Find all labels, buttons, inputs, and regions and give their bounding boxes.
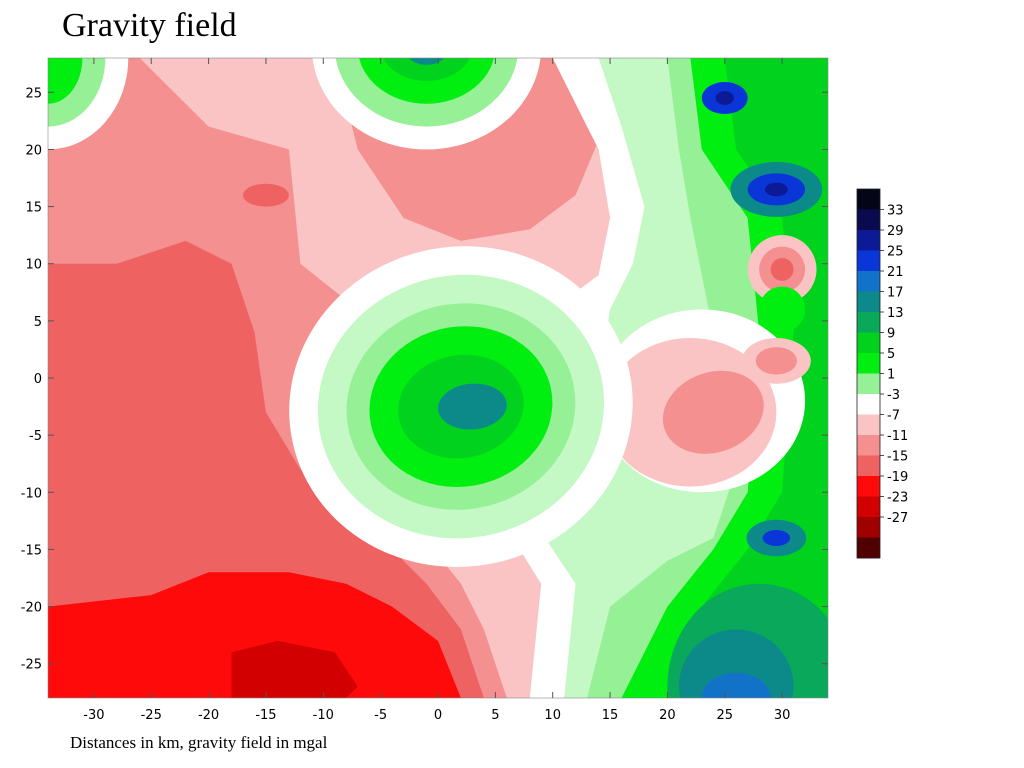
colorbar-swatch <box>857 394 880 415</box>
y-tick-label: 25 <box>25 86 42 101</box>
colorbar-swatch <box>857 353 880 374</box>
y-tick-label: -25 <box>21 658 42 673</box>
colorbar-label: 17 <box>887 286 904 301</box>
colorbar-label: 21 <box>887 265 904 280</box>
colorbar-swatch <box>857 230 880 251</box>
y-tick-label: -20 <box>21 601 42 616</box>
colorbar-swatch <box>857 414 880 436</box>
contour-band-minus15 <box>48 572 461 698</box>
contour-band-minus11 <box>48 240 484 698</box>
colorbar-label: -27 <box>887 511 908 526</box>
se-anomaly-plus25 <box>701 672 771 698</box>
colorbar-label: 13 <box>887 306 904 321</box>
colorbar-label: 33 <box>887 204 904 219</box>
colorbar: 33 29 25 21 17 13 9 5 1 -3 -7 -11 -15 -19 -23 -27 <box>856 188 908 559</box>
colorbar-label: 25 <box>887 245 904 260</box>
y-tick-label: 20 <box>25 143 42 158</box>
y-axis: 25 20 15 10 5 0 -5 -10 -15 -20 -25 <box>21 86 828 673</box>
x-tick-label: -25 <box>141 708 162 723</box>
se-anomaly-14-core <box>762 530 791 546</box>
colorbar-label: -19 <box>887 470 908 485</box>
colorbar-label: 5 <box>887 347 895 362</box>
x-tick-label: -30 <box>83 708 104 723</box>
x-tick-label: 10 <box>544 708 561 723</box>
east-anomaly-16-peak <box>764 182 788 197</box>
colorbar-label: 1 <box>887 368 895 383</box>
colorbar-swatch <box>857 435 880 456</box>
east-green-6 <box>759 286 806 333</box>
colorbar-swatch <box>857 291 880 313</box>
colorbar-swatch <box>857 209 880 231</box>
nw-red-patch <box>242 183 289 207</box>
colorbar-swatch <box>857 312 880 333</box>
colorbar-swatch <box>857 189 880 210</box>
x-axis: -30 -25 -20 -15 -10 -5 0 5 10 15 20 25 30 <box>83 58 790 723</box>
colorbar-label: -11 <box>887 429 908 444</box>
colorbar-swatch <box>857 496 880 518</box>
colorbar-label: -15 <box>887 450 908 465</box>
x-tick-label: 5 <box>491 708 499 723</box>
colorbar-label: -23 <box>887 491 908 506</box>
y-tick-label: -10 <box>21 486 42 501</box>
y-tick-label: -15 <box>21 543 42 558</box>
colorbar-swatch <box>857 455 880 477</box>
y-tick-label: 15 <box>25 201 42 216</box>
x-tick-label: -20 <box>198 708 219 723</box>
x-tick-label: 25 <box>716 708 733 723</box>
y-tick-label: -5 <box>29 429 42 444</box>
y-tick-label: 0 <box>34 372 42 387</box>
center-anomaly-plus17 <box>438 383 507 430</box>
colorbar-swatch <box>857 517 880 538</box>
plot-area <box>48 58 828 698</box>
x-tick-label: -5 <box>374 708 387 723</box>
axis-caption: Distances in km, gravity field in mgal <box>70 733 328 752</box>
north-anomaly-plus17 <box>408 58 445 65</box>
y-tick-label: 10 <box>25 258 42 273</box>
colorbar-swatch <box>857 332 880 354</box>
colorbar-label: 9 <box>887 327 895 342</box>
x-tick-label: -10 <box>313 708 334 723</box>
east-pink-9-core <box>770 258 794 281</box>
colorbar-swatch <box>857 250 880 272</box>
colorbar-swatch <box>857 271 880 292</box>
colorbar-label: -7 <box>887 409 900 424</box>
north-anomaly-plus13 <box>383 58 470 81</box>
north-pink-patch <box>416 166 529 224</box>
chart-title: Gravity field <box>62 7 237 44</box>
x-tick-label: 30 <box>774 708 791 723</box>
colorbar-swatch <box>857 476 880 497</box>
y-tick-label: 5 <box>34 315 42 330</box>
x-tick-label: 15 <box>602 708 619 723</box>
ne-anomaly-24-core <box>715 91 734 105</box>
colorbar-label: -3 <box>887 388 900 403</box>
x-tick-label: -15 <box>255 708 276 723</box>
x-tick-label: 20 <box>659 708 676 723</box>
colorbar-swatch <box>857 373 880 395</box>
contour-band-minus19 <box>231 640 358 698</box>
east-lobe-minus7 <box>662 370 764 454</box>
se-anomaly-plus21 <box>678 629 794 698</box>
nw-corner-plus9 <box>48 58 83 104</box>
x-tick-label: 0 <box>434 708 442 723</box>
east-pink-1-core <box>755 347 798 375</box>
colorbar-swatch <box>857 537 880 559</box>
colorbar-label: 29 <box>887 224 904 239</box>
